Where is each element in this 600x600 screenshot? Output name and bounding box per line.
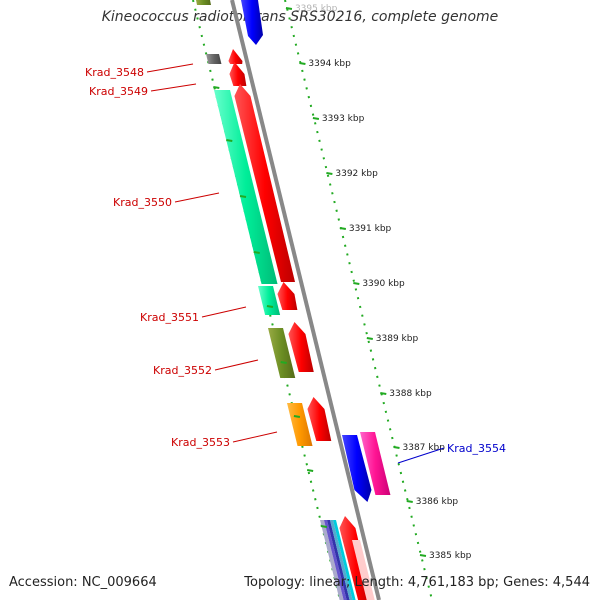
ruler-tick xyxy=(366,337,373,340)
ruler-tick xyxy=(406,500,413,503)
ruler-tick xyxy=(393,446,400,449)
map-title: Kineococcus radiotolerans SRS30216, comp… xyxy=(101,9,499,25)
gene-krad-3552-feature[interactable] xyxy=(268,328,296,378)
gene-krad-3549-cds[interactable] xyxy=(229,62,247,86)
gene-krad-3551-cds[interactable] xyxy=(277,282,298,310)
minor-tick xyxy=(213,86,220,89)
inner-boundary-left xyxy=(192,0,341,600)
gene-krad-3548-feature[interactable] xyxy=(206,54,222,64)
ruler-tick-label: 3388 kbp xyxy=(389,389,432,399)
gene-label-leader xyxy=(150,83,197,92)
minor-tick xyxy=(320,525,328,528)
gene-krad-3554-feature[interactable] xyxy=(360,432,391,495)
minor-tick xyxy=(226,139,233,142)
gene-bottom-feature[interactable] xyxy=(333,520,356,600)
minor-tick xyxy=(280,361,287,364)
minor-tick xyxy=(253,251,260,254)
gene-label[interactable]: Krad_3548 xyxy=(85,66,144,79)
gene-krad-3550-feature[interactable] xyxy=(214,90,278,284)
gene-krad-3553-feature[interactable] xyxy=(287,403,313,446)
gene-label-leader xyxy=(397,447,445,464)
genome-info-text: Topology: linear; Length: 4,761,183 bp; … xyxy=(244,575,590,590)
cds-fragment xyxy=(241,0,263,45)
gene-bottom-feature[interactable] xyxy=(352,540,375,600)
gene-bottom-feature[interactable] xyxy=(327,520,350,600)
ruler-tick-label: 3386 kbp xyxy=(416,497,459,507)
gene-krad-3554-cds[interactable] xyxy=(342,435,372,502)
genome-backbone xyxy=(230,0,381,600)
ruler-tick-label: 3385 kbp xyxy=(429,551,472,561)
ruler-tick xyxy=(419,554,427,557)
gene-label-leader xyxy=(232,431,278,443)
gene-label[interactable]: Krad_3554 xyxy=(447,442,506,455)
gene-label-leader xyxy=(146,63,194,73)
top-fragments xyxy=(196,0,263,45)
ruler-tick xyxy=(299,62,306,65)
gene-label[interactable]: Krad_3553 xyxy=(171,436,230,449)
ruler-tick xyxy=(312,117,320,120)
ruler-tick-label: 3392 kbp xyxy=(335,169,378,179)
gene-label-leader xyxy=(174,192,220,203)
ruler-tick-label: 3393 kbp xyxy=(322,114,365,124)
gene-label-leader xyxy=(214,359,259,371)
ruler-tick-label: 3395 kbp xyxy=(295,4,338,14)
ruler-tick xyxy=(285,7,293,10)
gene-krad-3552-cds[interactable] xyxy=(288,322,314,372)
ruler-tick xyxy=(353,282,360,285)
gene-label[interactable]: Krad_3550 xyxy=(113,196,172,209)
ruler-tick xyxy=(339,227,347,230)
outer-boundary-right xyxy=(284,0,433,600)
accession-text: Accession: NC_009664 xyxy=(9,575,157,590)
gene-bottom-feature[interactable] xyxy=(320,520,344,600)
ruler-tick-label: 3389 kbp xyxy=(376,334,419,344)
ruler-tick xyxy=(326,172,333,175)
ruler-tick-label: 3390 kbp xyxy=(362,279,405,289)
track-boundaries xyxy=(192,0,433,600)
gene-bottom-feature[interactable] xyxy=(330,520,353,600)
minor-tick xyxy=(293,415,301,418)
ruler-tick-label: 3387 kbp xyxy=(403,443,446,453)
minor-tick xyxy=(239,195,247,198)
minor-tick xyxy=(306,469,314,472)
gene-label[interactable]: Krad_3551 xyxy=(140,311,199,324)
minor-tick xyxy=(266,305,274,308)
ruler-tick xyxy=(380,392,387,395)
gene-krad-3553-cds[interactable] xyxy=(307,397,332,441)
gene-krad-3550-cds[interactable] xyxy=(234,84,296,282)
cds-fragment xyxy=(196,0,211,5)
ruler-tick-label: 3391 kbp xyxy=(349,224,392,234)
ruler-tick-label: 3394 kbp xyxy=(308,59,351,69)
gene-krad-3548-cds[interactable] xyxy=(228,49,243,64)
gene-label-leader xyxy=(201,306,247,318)
gene-label[interactable]: Krad_3549 xyxy=(89,85,148,98)
gene-label[interactable]: Krad_3552 xyxy=(153,364,212,377)
gene-krad-3551-feature[interactable] xyxy=(258,286,281,315)
gene-bottom-feature[interactable] xyxy=(324,520,347,600)
